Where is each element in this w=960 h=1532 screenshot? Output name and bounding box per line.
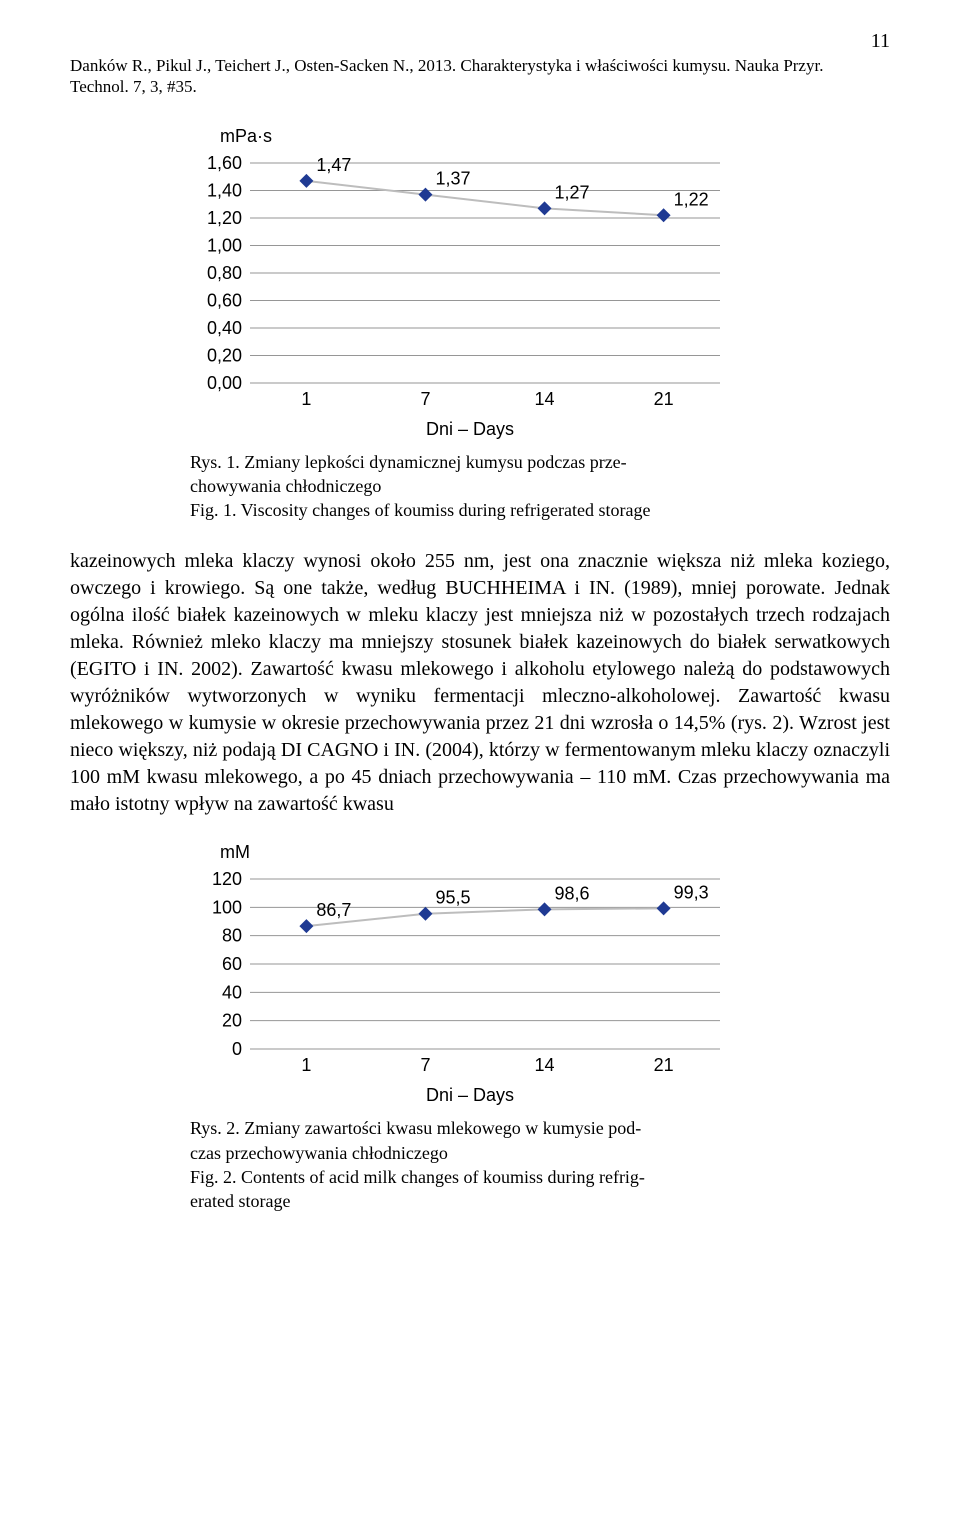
svg-text:1: 1: [301, 389, 311, 409]
svg-text:1,60: 1,60: [207, 153, 242, 173]
svg-text:7: 7: [420, 1055, 430, 1075]
svg-text:14: 14: [535, 1055, 555, 1075]
caption-text: Fig. 1. Viscosity changes of koumiss dur…: [190, 500, 651, 520]
svg-text:1,27: 1,27: [555, 182, 590, 202]
svg-text:1,47: 1,47: [316, 154, 351, 174]
caption-text: chowywania chłodniczego: [190, 476, 381, 496]
svg-text:1: 1: [301, 1055, 311, 1075]
svg-text:0,00: 0,00: [207, 373, 242, 393]
body-paragraph: kazeinowych mleka klaczy wynosi około 25…: [70, 548, 890, 818]
svg-text:1,22: 1,22: [674, 189, 709, 209]
svg-text:1,20: 1,20: [207, 208, 242, 228]
svg-text:60: 60: [222, 954, 242, 974]
svg-text:1,40: 1,40: [207, 180, 242, 200]
svg-text:98,6: 98,6: [555, 884, 590, 904]
svg-text:0,60: 0,60: [207, 290, 242, 310]
svg-text:120: 120: [212, 869, 242, 889]
chart-2: mM 0 20 40 60 80 100 120 1 7 14 21 86,7 95,5 98,6 99,3…: [190, 842, 890, 1106]
svg-text:0,80: 0,80: [207, 263, 242, 283]
svg-text:95,5: 95,5: [435, 888, 470, 908]
chart-2-y-unit: mM: [220, 842, 890, 863]
svg-text:40: 40: [222, 983, 242, 1003]
svg-text:1,37: 1,37: [435, 168, 470, 188]
svg-text:0,20: 0,20: [207, 345, 242, 365]
svg-text:21: 21: [654, 1055, 674, 1075]
caption-text: Rys. 1. Zmiany lepkości dynamicznej kumy…: [190, 452, 627, 472]
svg-text:14: 14: [535, 389, 555, 409]
svg-text:0: 0: [232, 1039, 242, 1059]
caption-1: Rys. 1. Zmiany lepkości dynamicznej kumy…: [190, 450, 740, 523]
caption-2: Rys. 2. Zmiany zawartości kwasu mlekoweg…: [190, 1116, 740, 1213]
svg-text:1,00: 1,00: [207, 235, 242, 255]
citation-line: Danków R., Pikul J., Teichert J., Osten-…: [70, 56, 823, 75]
page-number: 11: [70, 30, 890, 53]
svg-text:0,40: 0,40: [207, 318, 242, 338]
svg-text:7: 7: [420, 389, 430, 409]
caption-text: Rys. 2. Zmiany zawartości kwasu mlekoweg…: [190, 1118, 641, 1138]
caption-text: czas przechowywania chłodniczego: [190, 1143, 448, 1163]
citation: Danków R., Pikul J., Teichert J., Osten-…: [70, 55, 890, 98]
svg-text:21: 21: [654, 389, 674, 409]
chart-1-y-unit: mPa·s: [220, 126, 890, 147]
caption-text: Fig. 2. Contents of acid milk changes of…: [190, 1167, 645, 1187]
svg-text:99,3: 99,3: [674, 883, 709, 903]
caption-text: erated storage: [190, 1191, 290, 1211]
svg-text:86,7: 86,7: [316, 901, 351, 921]
svg-text:80: 80: [222, 926, 242, 946]
svg-text:20: 20: [222, 1011, 242, 1031]
chart-1: mPa·s 0,00 0,20 0,40 0,60 0,80 1,00 1,20 1,40 1,…: [190, 126, 890, 440]
svg-text:100: 100: [212, 898, 242, 918]
citation-line: Technol. 7, 3, #35.: [70, 77, 197, 96]
chart-1-x-label: Dni – Days: [190, 419, 750, 440]
chart-2-x-label: Dni – Days: [190, 1085, 750, 1106]
